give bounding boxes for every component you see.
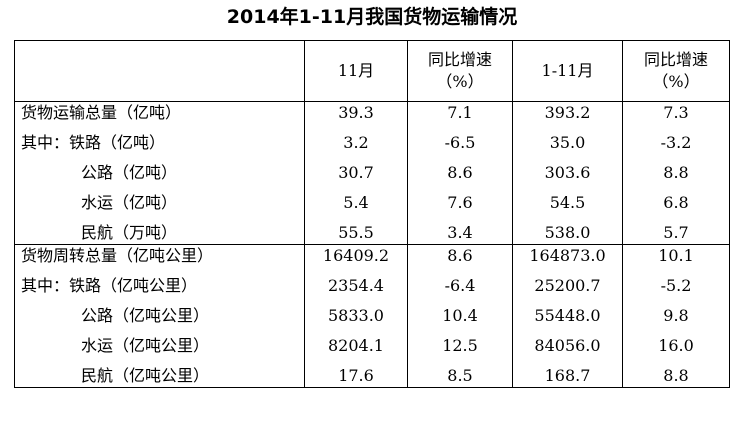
volume-water-label: 水运（亿吨）: [81, 193, 178, 212]
volume-rail-label: 其中：铁路（亿吨）: [21, 133, 166, 152]
turnover-road-label: 公路（亿吨公里）: [81, 306, 210, 325]
turnover-nov-cell: 16409.2 2354.4 5833.0 8204.1 17.6: [304, 244, 408, 388]
volume-road-label: 公路（亿吨）: [81, 163, 178, 182]
header-ytd: 1-11月: [512, 40, 623, 102]
freight-table: 11月 同比增速 （%） 1-11月 同比增速 （%） 货物运输总量（亿吨） 其…: [14, 40, 730, 388]
turnover-rail-label: 其中：铁路（亿吨公里）: [21, 276, 198, 295]
turnover-labels-cell: 货物周转总量（亿吨公里） 其中：铁路（亿吨公里） 公路（亿吨公里） 水运（亿吨公…: [14, 244, 305, 388]
volume-ytd-cell: 393.2 35.0 303.6 54.5 538.0: [512, 101, 623, 245]
header-blank-cell: [14, 40, 305, 102]
turnover-total-label: 货物周转总量（亿吨公里）: [21, 246, 214, 265]
header-ytd-yoy: 同比增速 （%）: [622, 40, 730, 102]
header-nov-yoy: 同比增速 （%）: [407, 40, 513, 102]
page-title: 2014年1-11月我国货物运输情况: [226, 6, 518, 28]
turnover-nov-yoy-cell: 8.6 -6.4 10.4 12.5 8.5: [407, 244, 513, 388]
turnover-ytd-yoy-cell: 10.1 -5.2 9.8 16.0 8.8: [622, 244, 730, 388]
volume-ytd-yoy-cell: 7.3 -3.2 8.8 6.8 5.7: [622, 101, 730, 245]
header-nov: 11月: [304, 40, 408, 102]
volume-nov-cell: 39.3 3.2 30.7 5.4 55.5: [304, 101, 408, 245]
volume-total-label: 货物运输总量（亿吨）: [21, 103, 182, 122]
volume-labels-cell: 货物运输总量（亿吨） 其中：铁路（亿吨） 公路（亿吨） 水运（亿吨） 民航（万吨…: [14, 101, 305, 245]
volume-air-label: 民航（万吨）: [81, 223, 178, 242]
turnover-air-label: 民航（亿吨公里）: [81, 366, 210, 385]
header-row: 11月 同比增速 （%） 1-11月 同比增速 （%）: [14, 40, 730, 102]
turnover-water-label: 水运（亿吨公里）: [81, 336, 210, 355]
volume-nov-yoy-cell: 7.1 -6.5 8.6 7.6 3.4: [407, 101, 513, 245]
turnover-ytd-cell: 164873.0 25200.7 55448.0 84056.0 168.7: [512, 244, 623, 388]
